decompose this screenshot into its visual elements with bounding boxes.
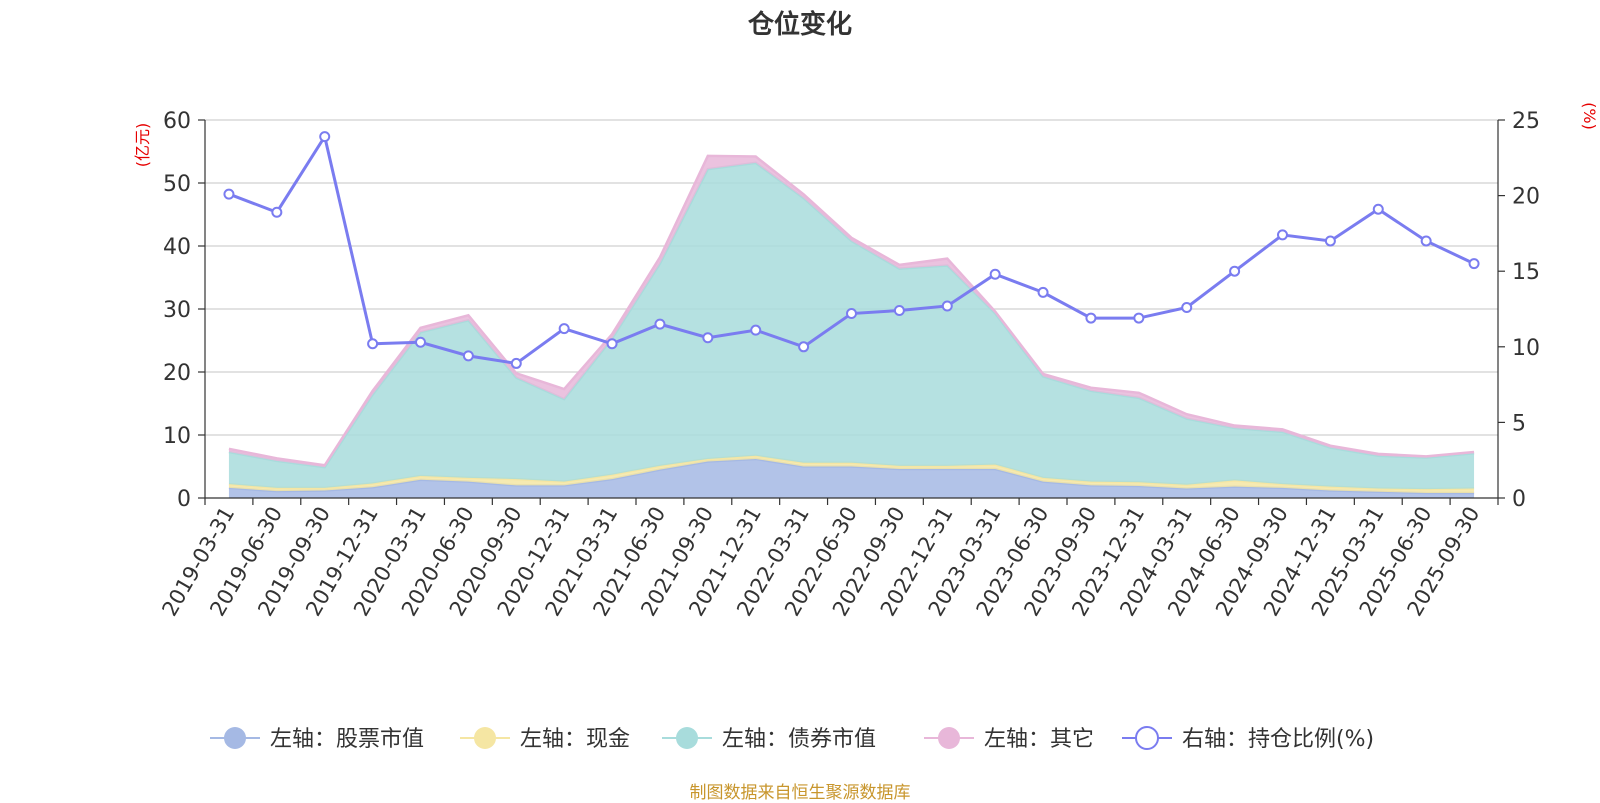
ratio-point-2019-09-30 [319, 131, 331, 143]
legend-marker-1[interactable] [224, 727, 246, 749]
left-tick-label-40: 40 [163, 235, 191, 260]
ratio-point-2024-06-30 [1229, 265, 1241, 277]
left-axis-unit-label: (亿元) [133, 123, 152, 168]
area-edge-4 [228, 154, 1475, 467]
source-note: 制图数据来自恒生聚源数据库 [689, 783, 911, 803]
legend-marker-4[interactable] [938, 727, 960, 749]
left-tick-label-10: 10 [163, 424, 191, 449]
ratio-point-2022-06-30 [846, 308, 857, 320]
legend-label-4[interactable]: 左轴：其它 [984, 727, 1094, 752]
legend-marker-2[interactable] [474, 727, 496, 749]
ratio-point-2022-12-31 [941, 300, 953, 312]
ratio-point-2022-09-30 [893, 305, 905, 317]
ratio-point-2023-06-30 [1037, 286, 1049, 298]
ratio-point-2024-12-31 [1324, 235, 1336, 247]
area-3 [228, 162, 1475, 490]
ratio-point-2021-03-31 [606, 338, 618, 350]
ratio-point-2020-06-30 [462, 350, 474, 362]
ratio-point-2023-03-31 [989, 268, 1001, 280]
ratio-point-2019-06-30 [271, 206, 283, 218]
ratio-point-2023-12-31 [1133, 312, 1145, 324]
right-tick-label-15: 15 [1512, 260, 1540, 285]
legend-label-2[interactable]: 左轴：现金 [520, 727, 630, 752]
legend-marker-5[interactable] [1135, 726, 1159, 750]
left-tick-label-30: 30 [163, 298, 191, 323]
ratio-point-2022-03-31 [798, 341, 810, 353]
legend-label-5[interactable]: 右轴：持仓比例(%) [1182, 727, 1374, 752]
right-tick-label-20: 20 [1512, 185, 1540, 210]
ratio-point-2020-12-31 [558, 323, 570, 335]
chart-title: 仓位变化 [747, 10, 852, 40]
ratio-point-2019-03-31 [223, 188, 235, 200]
right-tick-label-0: 0 [1512, 487, 1526, 512]
ratio-point-2020-03-31 [415, 336, 426, 348]
left-tick-label-0: 0 [177, 487, 191, 512]
legend-marker-3[interactable] [676, 727, 698, 749]
legend-label-1[interactable]: 左轴：股票市值 [270, 727, 424, 752]
ratio-point-2025-03-31 [1372, 203, 1384, 215]
ratio-point-2019-12-31 [367, 338, 379, 350]
right-tick-label-10: 10 [1512, 336, 1540, 361]
ratio-point-2023-09-30 [1085, 312, 1097, 324]
ratio-point-2021-12-31 [750, 324, 762, 336]
ratio-point-2021-09-30 [702, 332, 714, 344]
legend-label-3[interactable]: 左轴：债券市值 [722, 727, 876, 752]
ratio-point-2020-09-30 [510, 357, 522, 369]
left-tick-label-60: 60 [163, 109, 191, 134]
ratio-point-2024-03-31 [1181, 301, 1193, 313]
right-tick-label-5: 5 [1512, 411, 1526, 436]
ratio-point-2021-06-30 [654, 318, 666, 330]
left-tick-label-50: 50 [163, 172, 191, 197]
left-tick-label-20: 20 [163, 361, 191, 386]
right-tick-label-25: 25 [1512, 109, 1540, 134]
right-axis-unit-label: (%) [1580, 102, 1599, 130]
ratio-point-2025-09-30 [1468, 258, 1480, 270]
ratio-point-2025-06-30 [1420, 235, 1432, 247]
ratio-point-2024-09-30 [1277, 229, 1288, 241]
